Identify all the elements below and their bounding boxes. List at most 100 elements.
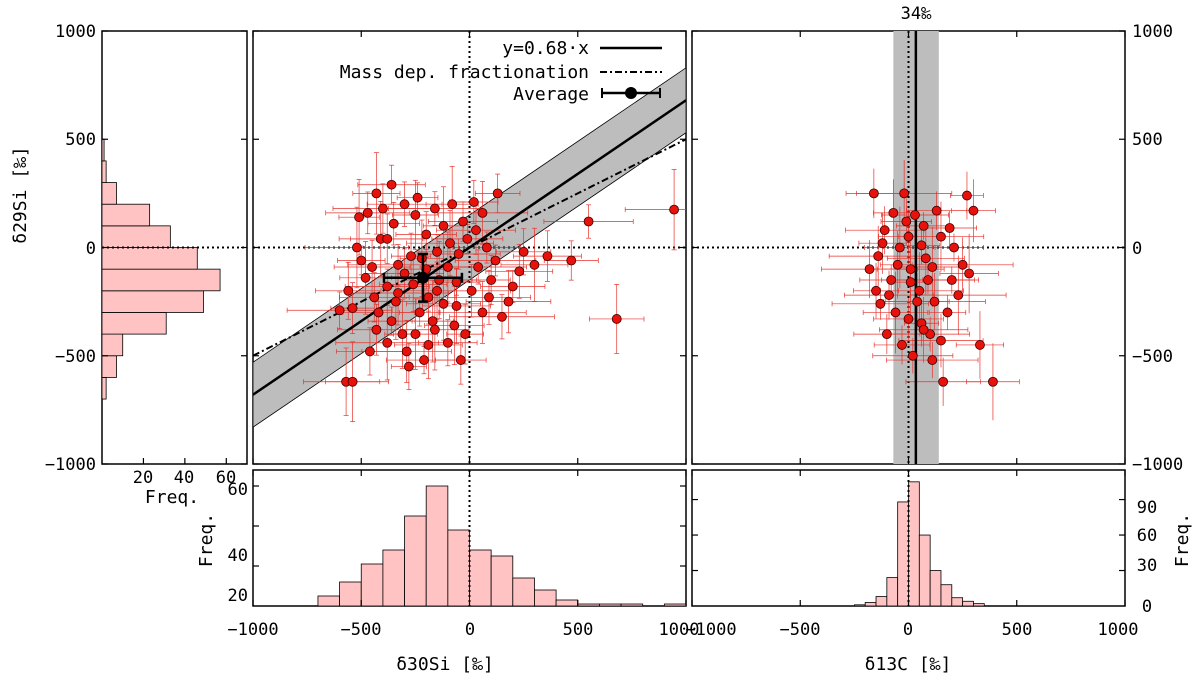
data-point — [365, 346, 375, 357]
data-point — [583, 216, 594, 227]
y-tick-label: 1000 — [1132, 22, 1173, 42]
average-marker — [382, 252, 464, 303]
data-point — [360, 272, 371, 283]
data-point — [875, 298, 886, 309]
y-tick-label: 60 — [228, 480, 248, 500]
data-point — [410, 210, 421, 220]
x-tick-label: 60 — [216, 468, 236, 488]
data-point — [371, 188, 382, 199]
histogram-bar — [101, 203, 151, 227]
data-point — [427, 316, 438, 327]
main-points — [334, 179, 679, 387]
histogram-bar — [962, 600, 974, 607]
data-point — [382, 233, 393, 244]
histogram-bar — [620, 603, 644, 607]
histogram-bar — [101, 333, 124, 357]
histogram-bar — [864, 602, 877, 607]
data-point — [460, 329, 471, 340]
histogram-bar — [918, 534, 931, 607]
data-point — [352, 242, 362, 253]
main-xlabel: δ30Si [‰] — [396, 654, 494, 675]
y-tick-label: −1000 — [45, 455, 96, 475]
data-point — [988, 376, 998, 387]
data-point — [903, 314, 914, 324]
histogram-bar — [317, 595, 341, 607]
histogram-bar — [577, 603, 600, 607]
legend-fit-label: y=0.68·x — [502, 38, 589, 59]
data-point — [957, 259, 968, 270]
data-point — [944, 223, 955, 233]
data-point — [669, 204, 679, 215]
data-point — [473, 262, 484, 272]
left-hist-x-tick-labels: 20 40 60 Freq. — [133, 468, 236, 508]
histogram-bar — [101, 225, 171, 248]
data-point — [477, 307, 488, 318]
histogram-bar — [447, 529, 470, 607]
data-point — [371, 324, 382, 335]
mass-dep-line — [253, 138, 686, 357]
x-tick-label: 40 — [174, 468, 194, 488]
data-point — [442, 337, 453, 348]
data-point — [903, 231, 914, 242]
left-hist-xlabel: Freq. — [145, 487, 199, 508]
histogram-bar — [382, 549, 405, 607]
data-point — [369, 292, 380, 303]
data-point — [453, 249, 464, 259]
data-point — [927, 355, 938, 365]
bottom-right-histogram — [691, 469, 1126, 607]
data-point — [388, 218, 399, 229]
histogram-bar — [951, 597, 964, 607]
left-histogram — [101, 30, 248, 465]
y-tick-label: 0 — [1132, 239, 1142, 259]
data-point — [927, 262, 938, 272]
data-point — [449, 320, 460, 331]
data-point — [486, 275, 497, 285]
y-tick-label: 500 — [65, 130, 96, 150]
data-point — [529, 259, 540, 270]
data-point — [421, 229, 432, 240]
data-point — [451, 301, 462, 311]
x-tick-label: −1000 — [685, 620, 736, 640]
data-point — [914, 285, 925, 296]
data-point — [343, 285, 354, 296]
data-point — [907, 350, 918, 361]
data-point — [445, 238, 455, 249]
data-point — [466, 285, 477, 296]
histogram-bar — [339, 581, 362, 607]
data-point — [975, 340, 985, 350]
data-point — [916, 240, 927, 251]
data-point — [492, 188, 503, 199]
histogram-bar — [929, 570, 942, 607]
histogram-bar — [101, 290, 204, 313]
data-point — [481, 242, 492, 253]
data-point — [419, 355, 429, 365]
x-tick-label: 500 — [1002, 620, 1033, 640]
y-tick-label: 500 — [1132, 130, 1163, 150]
bottom-left-ylabel: Freq. — [196, 513, 217, 567]
data-point — [962, 190, 972, 201]
right-panel: 34‰ — [691, 4, 1126, 465]
data-point — [382, 281, 393, 292]
data-point — [942, 307, 953, 318]
data-point — [894, 242, 905, 253]
data-point — [347, 376, 358, 387]
data-point — [864, 264, 875, 275]
data-point — [918, 220, 929, 231]
data-point — [477, 207, 488, 218]
x-tick-label: 0 — [465, 620, 475, 640]
data-point — [968, 205, 979, 216]
data-point — [949, 242, 959, 253]
histogram-bar — [886, 577, 899, 607]
right-points — [864, 188, 998, 387]
data-point — [566, 255, 577, 266]
data-point — [497, 311, 507, 322]
bottom-left-y-tick-labels: 20 40 60 Freq. — [196, 480, 248, 606]
data-point — [382, 337, 393, 348]
data-point — [377, 203, 388, 214]
data-point — [347, 303, 358, 314]
y-tick-label: 0 — [86, 239, 96, 259]
data-point — [905, 264, 916, 275]
x-tick-label: 500 — [563, 620, 594, 640]
x-tick-label: 20 — [133, 468, 153, 488]
data-point — [931, 205, 942, 216]
